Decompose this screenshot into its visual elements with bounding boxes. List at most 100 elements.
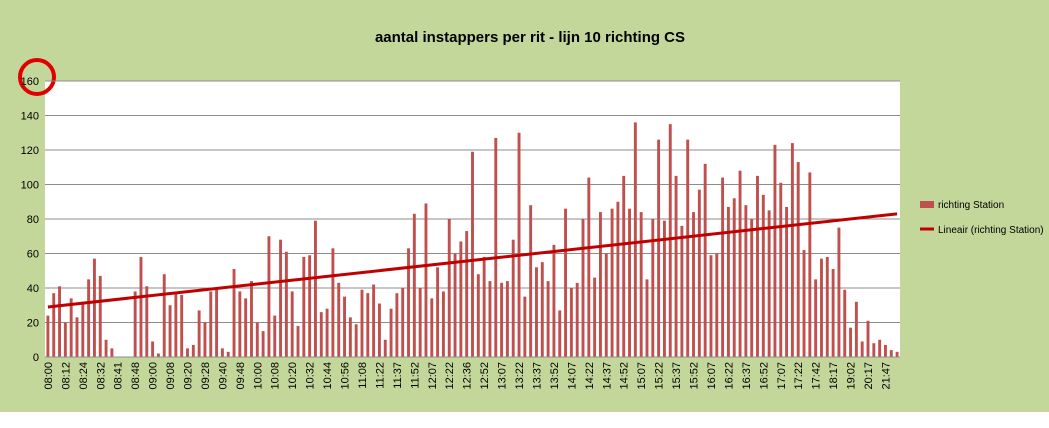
bar: [139, 256, 143, 357]
bar: [186, 348, 189, 357]
bar: [58, 286, 61, 357]
x-tick-label: 15:07: [636, 362, 648, 390]
bar: [872, 343, 876, 357]
bar: [191, 344, 195, 357]
y-tick-label: 140: [21, 111, 39, 123]
bar: [476, 274, 480, 357]
x-tick-label: 15:52: [689, 362, 701, 390]
bar: [319, 312, 323, 357]
bar: [732, 198, 736, 357]
bar: [651, 219, 655, 357]
bar: [482, 256, 486, 357]
y-tick-label: 60: [27, 249, 39, 261]
bar: [523, 296, 527, 357]
bar: [616, 201, 620, 357]
bar: [808, 172, 812, 357]
x-tick-label: 09:00: [148, 362, 160, 390]
bar: [395, 293, 399, 357]
bar: [180, 294, 184, 357]
page-bottom: [0, 412, 1049, 423]
bar: [325, 308, 329, 357]
bar: [820, 258, 823, 357]
x-tick-label: 17:42: [811, 362, 823, 390]
bar: [895, 351, 899, 357]
bar: [209, 291, 213, 357]
bar: [197, 310, 201, 357]
bar: [825, 256, 829, 357]
bar: [575, 282, 579, 357]
bar: [889, 350, 893, 357]
bar: [383, 339, 387, 357]
bar: [726, 206, 730, 357]
bar: [156, 353, 160, 357]
bar: [674, 175, 678, 357]
bar: [168, 305, 172, 357]
bar: [552, 244, 556, 357]
x-tick-label: 15:22: [654, 362, 666, 390]
bar: [151, 341, 155, 357]
x-tick-label: 12:36: [462, 362, 474, 390]
x-tick-label: 09:20: [183, 362, 195, 390]
bar: [75, 317, 79, 357]
bar: [878, 339, 882, 357]
bar: [500, 282, 504, 357]
x-tick-label: 10:32: [305, 362, 317, 390]
x-tick-label: 16:37: [741, 362, 753, 390]
y-tick-label: 100: [21, 180, 39, 192]
bar: [790, 143, 794, 357]
bar: [453, 253, 457, 357]
bar: [569, 288, 573, 357]
bar: [779, 182, 783, 357]
bar: [81, 301, 85, 357]
chart-title: aantal instappers per rit - lijn 10 rich…: [375, 29, 685, 46]
x-tick-label: 16:07: [706, 362, 718, 390]
bar: [599, 212, 602, 357]
bar: [593, 277, 597, 357]
x-tick-label: 11:52: [409, 362, 421, 389]
legend-swatch: [920, 201, 934, 208]
bar: [226, 351, 230, 357]
y-tick-label: 20: [27, 318, 39, 330]
bar: [680, 225, 684, 357]
x-tick-label: 11:37: [392, 362, 404, 389]
bar: [703, 163, 707, 357]
bar: [564, 208, 568, 357]
bar: [424, 203, 428, 357]
bar: [430, 298, 434, 357]
bar: [412, 213, 416, 357]
bar: [494, 137, 498, 357]
bar: [447, 219, 451, 357]
x-tick-label: 08:00: [43, 362, 55, 390]
x-tick-label: 08:32: [95, 362, 107, 390]
x-tick-label: 17:07: [776, 362, 788, 390]
x-tick-label: 08:12: [60, 362, 72, 390]
bar: [843, 289, 847, 357]
bar: [849, 327, 853, 357]
x-tick-label: 13:22: [514, 362, 526, 390]
bar: [331, 248, 335, 357]
x-tick-label: 15:37: [671, 362, 683, 390]
bar: [884, 344, 887, 357]
bar: [389, 308, 393, 357]
bar: [255, 322, 259, 357]
bar: [87, 279, 91, 357]
bar: [401, 288, 405, 357]
bar: [354, 324, 358, 357]
bar: [407, 248, 410, 357]
bar: [366, 293, 370, 357]
x-tick-label: 10:00: [252, 362, 264, 390]
x-tick-label: 14:37: [601, 362, 613, 390]
bar: [837, 227, 841, 357]
y-tick-label: 0: [33, 352, 39, 364]
bar: [540, 262, 544, 357]
bar: [418, 288, 422, 357]
bar: [215, 288, 219, 357]
x-tick-label: 20:17: [863, 362, 875, 390]
x-tick-label: 12:07: [427, 362, 439, 390]
bar: [250, 281, 253, 357]
bar: [686, 139, 690, 357]
bar: [465, 231, 469, 357]
bar: [761, 194, 765, 357]
bar: [360, 289, 364, 357]
